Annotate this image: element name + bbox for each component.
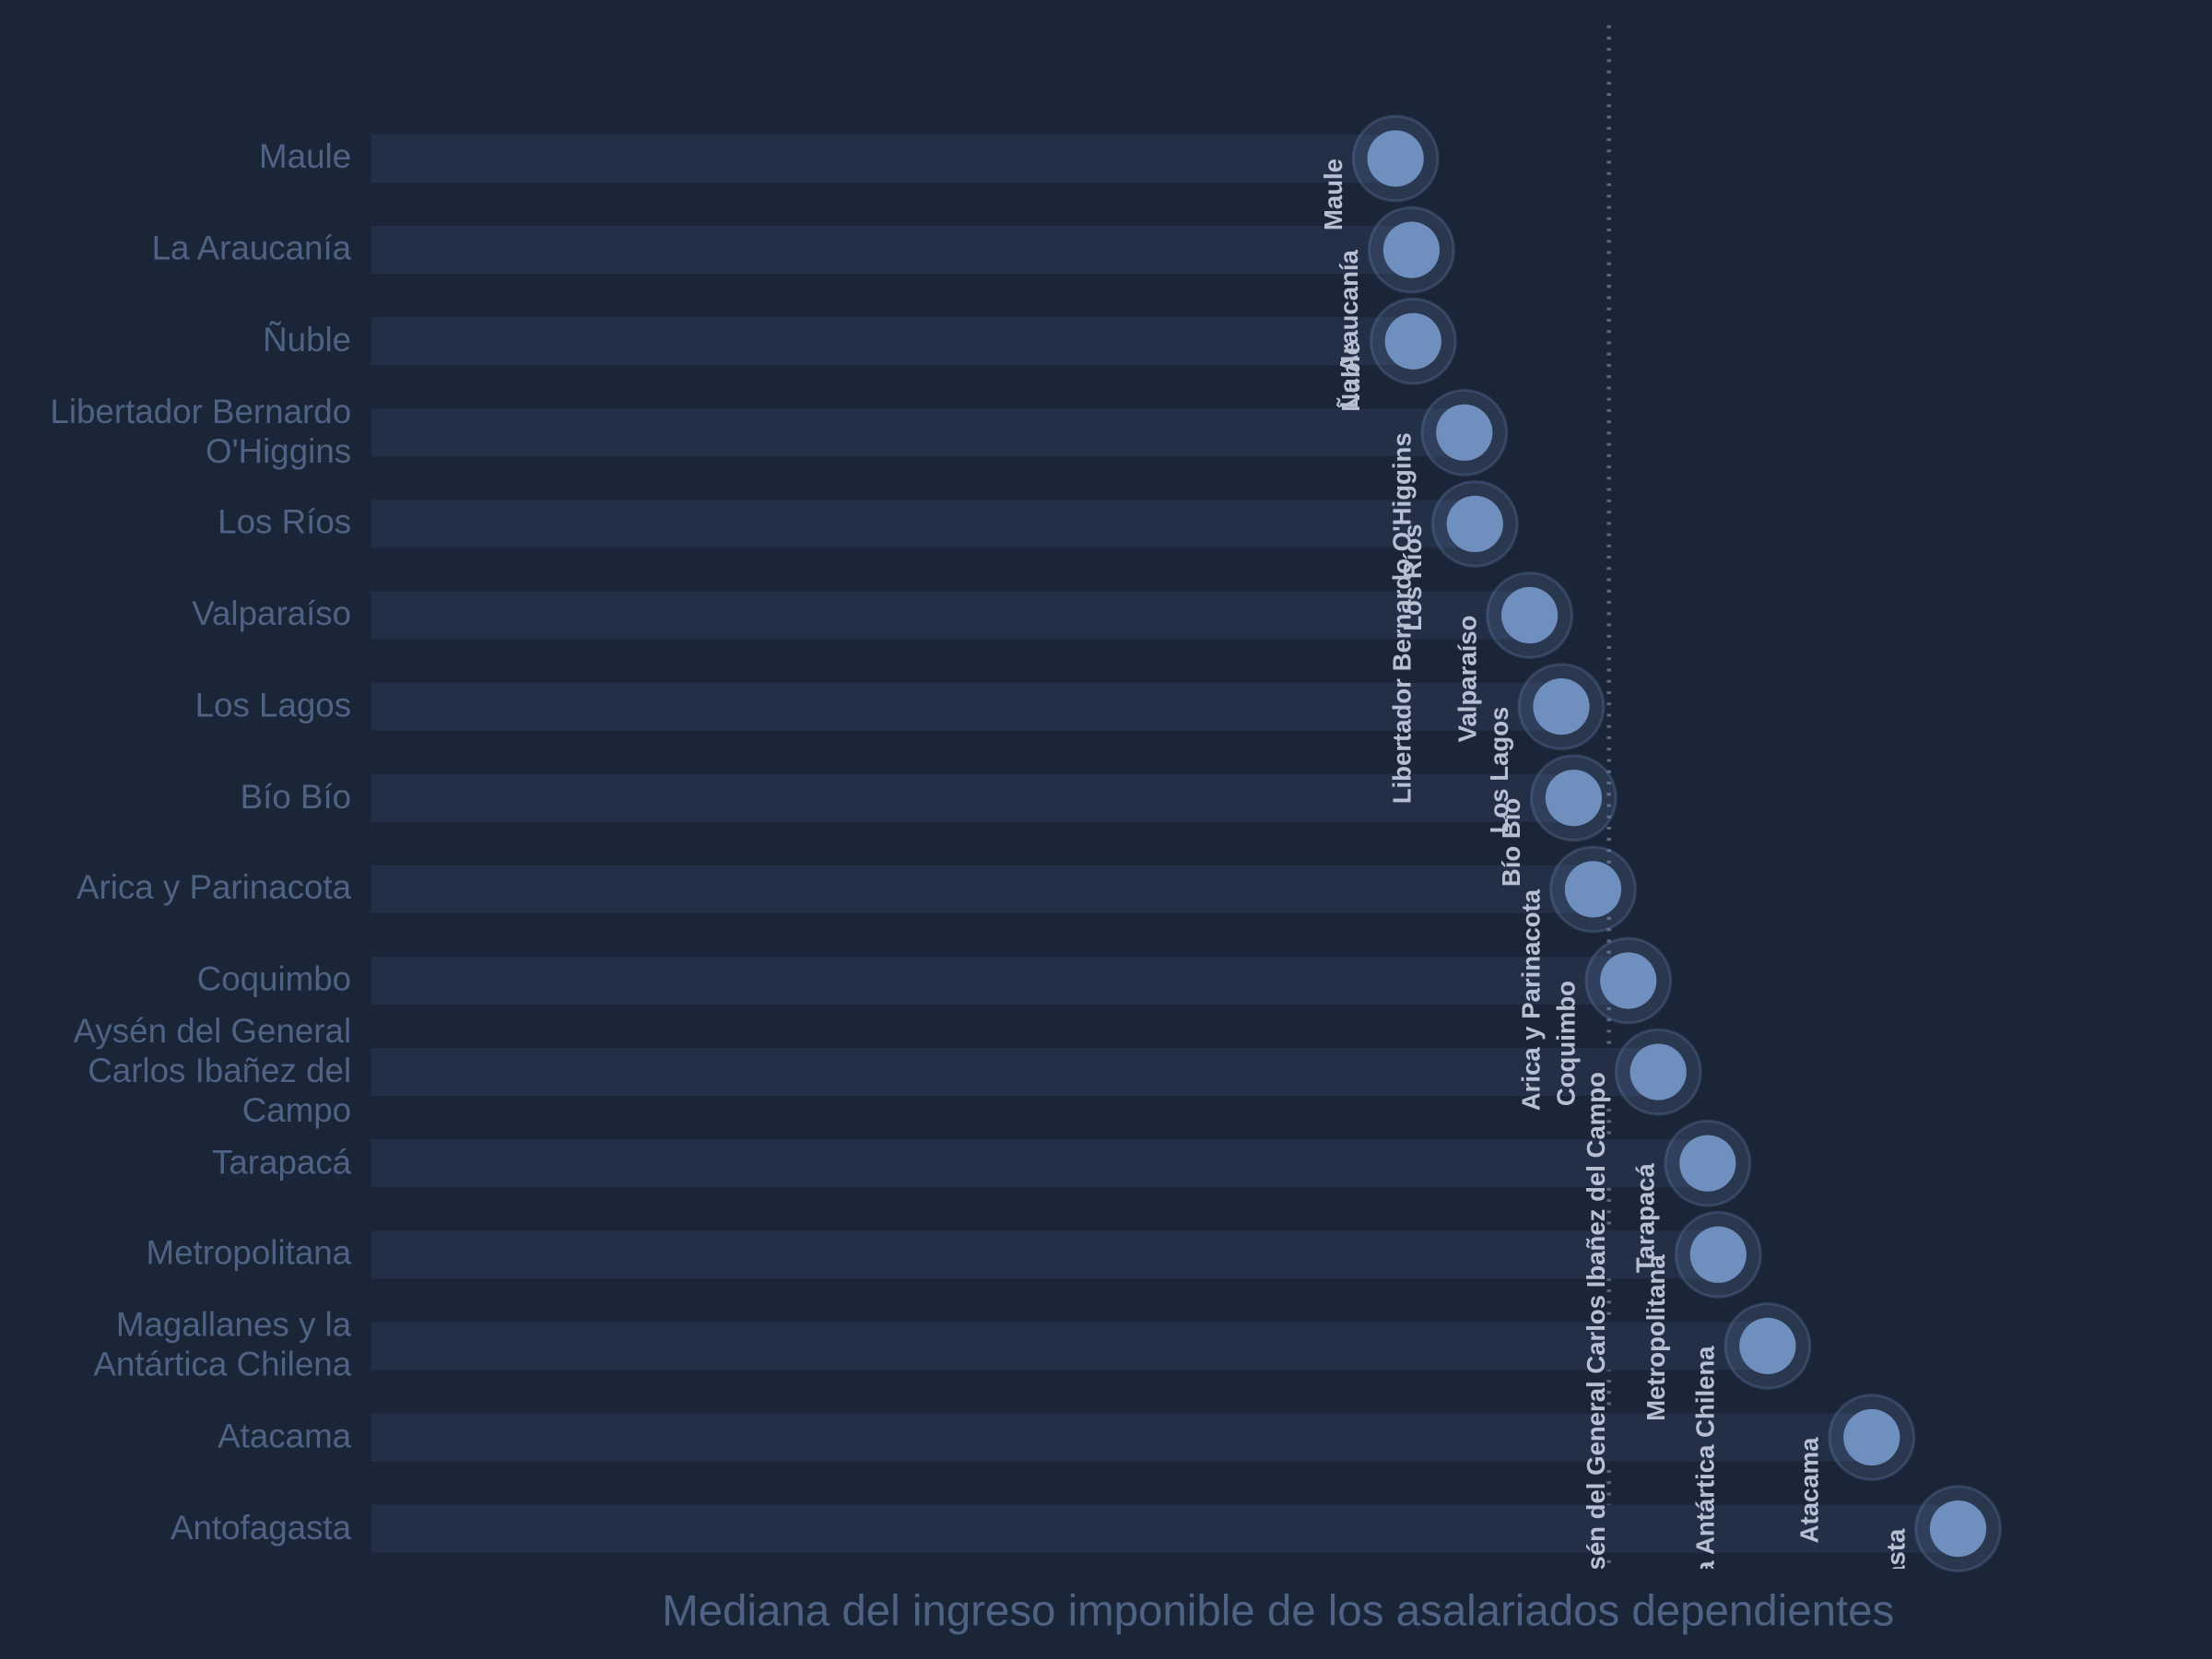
y-tick-label: Los Ríos — [218, 504, 352, 543]
bar — [371, 317, 1414, 366]
data-label: Bío Bío — [1497, 798, 1525, 887]
dot — [1929, 1500, 1987, 1558]
y-tick-label: Los Lagos — [194, 687, 352, 725]
data-label: Metropolitana — [1641, 1254, 1670, 1421]
dot — [1436, 404, 1493, 461]
bar — [371, 408, 1465, 457]
data-label: Los Lagos — [1485, 707, 1513, 834]
dot — [1630, 1043, 1687, 1100]
y-tick-label: Tarapacá — [211, 1143, 352, 1182]
y-tick-label: Arica y Parinacota — [76, 869, 352, 908]
bar — [371, 1413, 1872, 1462]
y-tick-label: Valparaíso — [192, 595, 352, 634]
dot — [1600, 952, 1657, 1009]
y-tick-label: Antofagasta — [171, 1509, 352, 1547]
bar — [371, 226, 1412, 275]
data-label: Atacama — [1795, 1437, 1824, 1544]
bar — [371, 1139, 1708, 1188]
dot — [1367, 130, 1424, 187]
dot — [1446, 495, 1503, 553]
data-label: Tarapacá — [1631, 1163, 1660, 1274]
y-tick-label: Metropolitana — [146, 1234, 352, 1274]
bar — [371, 591, 1530, 640]
y-tick-label: Bío Bío — [240, 778, 352, 817]
data-label: Los Ríos — [1398, 524, 1427, 630]
y-tick-label: Libertador Bernardo O'Higgins — [50, 393, 352, 471]
dot — [1843, 1408, 1900, 1466]
dot — [1545, 770, 1603, 827]
y-tick-label: La Araucanía — [151, 229, 352, 269]
bar — [371, 865, 1594, 913]
dot — [1382, 221, 1440, 278]
data-label: Libertador Bernardo O'Higgins — [1388, 432, 1417, 804]
dot — [1533, 678, 1590, 735]
data-label: Valparaíso — [1453, 616, 1481, 743]
x-axis-title: Mediana del ingreso imponible de los asa… — [662, 1586, 1894, 1635]
y-tick-label: Atacama — [218, 1418, 352, 1456]
dot — [1384, 312, 1441, 370]
bar — [371, 682, 1562, 731]
data-label: Antofagasta — [1881, 1528, 1910, 1659]
bars — [371, 25, 2002, 1573]
data-label: La Araucanía — [1335, 249, 1363, 408]
y-tick-label: Ñuble — [263, 321, 352, 360]
bar — [371, 500, 1476, 548]
bar — [371, 1230, 1719, 1279]
data-label: Coquimbo — [1552, 981, 1581, 1106]
y-tick-label: Magallanes y la Antártica Chilena — [93, 1306, 352, 1384]
bar — [371, 1504, 1959, 1553]
bar — [371, 1048, 1659, 1097]
data-label: Ñuble — [1336, 341, 1365, 412]
bar — [371, 134, 1396, 183]
y-tick-label: Maule — [259, 138, 352, 177]
bar — [371, 956, 1629, 1005]
data-label: Aysén del General Carlos Ibañez del Camp… — [1582, 1072, 1610, 1602]
dot — [1500, 586, 1559, 644]
data-label: Arica y Parinacota — [1516, 888, 1545, 1111]
dot — [1689, 1226, 1747, 1283]
y-tick-label: Aysén del General Carlos Ibañez del Camp… — [73, 1012, 352, 1130]
bar — [371, 1322, 1768, 1371]
y-tick-label: Coquimbo — [196, 960, 352, 999]
dot — [1739, 1317, 1796, 1375]
dot — [1679, 1135, 1736, 1192]
data-label: Maule — [1319, 159, 1347, 230]
data-label: Magallanes y la Antártica Chilena — [1691, 1346, 1720, 1659]
bar — [371, 773, 1574, 822]
dot — [1564, 861, 1622, 918]
